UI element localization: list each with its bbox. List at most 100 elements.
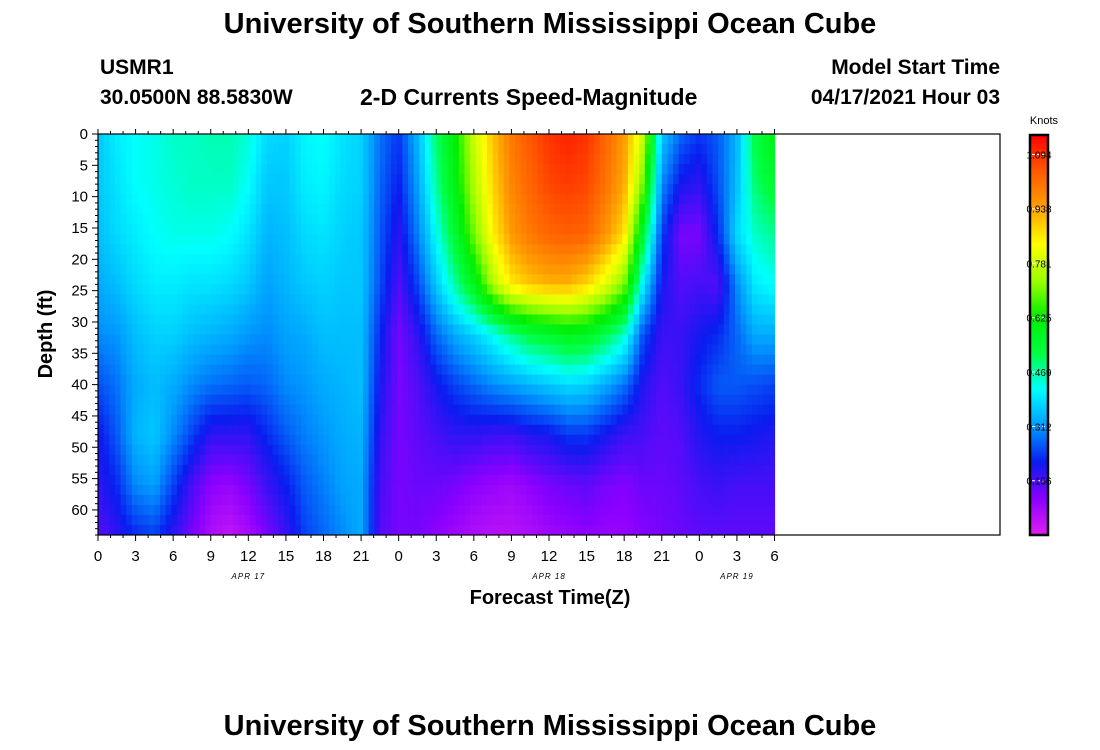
heatmap-cell	[374, 484, 381, 496]
heatmap-cell	[560, 284, 567, 296]
heatmap-cell	[295, 394, 302, 406]
heatmap-cell	[616, 164, 623, 175]
heatmap-cell	[120, 154, 127, 165]
heatmap-cell	[109, 374, 116, 386]
heatmap-cell	[509, 524, 516, 535]
heatmap-cell	[267, 374, 274, 386]
heatmap-cell	[396, 414, 404, 426]
heatmap-cell	[650, 474, 657, 486]
heatmap-cell	[227, 364, 234, 376]
heatmap-cell	[193, 344, 201, 356]
heatmap-cell	[424, 274, 432, 285]
heatmap-cell	[272, 484, 279, 496]
heatmap-cell	[746, 234, 753, 245]
heatmap-cell	[244, 144, 251, 155]
heatmap-cell	[729, 474, 736, 486]
heatmap-cell	[238, 274, 246, 285]
heatmap-cell	[565, 284, 573, 296]
heatmap-cell	[639, 174, 646, 185]
heatmap-cell	[210, 414, 217, 426]
heatmap-cell	[582, 194, 590, 205]
heatmap-cell	[334, 394, 342, 406]
heatmap-cell	[498, 254, 505, 265]
heatmap-cell	[391, 194, 398, 205]
heatmap-cell	[532, 184, 539, 195]
heatmap-cell	[712, 514, 719, 526]
heatmap-cell	[351, 234, 358, 245]
heatmap-cell	[385, 464, 392, 476]
heatmap-cell	[165, 184, 172, 195]
heatmap-cell	[684, 134, 691, 145]
heatmap-cell	[284, 454, 291, 466]
heatmap-cell	[498, 524, 505, 535]
heatmap-cell	[498, 304, 505, 316]
heatmap-cell	[543, 424, 550, 436]
heatmap-cell	[261, 344, 268, 356]
heatmap-cell	[143, 424, 150, 436]
heatmap-cell	[171, 524, 178, 535]
heatmap-cell	[238, 204, 246, 215]
heatmap-cell	[594, 194, 601, 205]
heatmap-cell	[611, 374, 618, 386]
heatmap-cell	[616, 434, 623, 446]
heatmap-cell	[289, 334, 296, 346]
heatmap-cell	[329, 204, 336, 215]
heatmap-cell	[537, 154, 544, 165]
heatmap-cell	[267, 384, 274, 396]
heatmap-cell	[323, 204, 330, 215]
heatmap-cell	[763, 204, 770, 215]
heatmap-cell	[661, 274, 668, 285]
heatmap-cell	[143, 234, 150, 245]
heatmap-cell	[199, 194, 206, 205]
heatmap-cell	[650, 264, 657, 275]
heatmap-cell	[441, 474, 449, 486]
heatmap-cell	[627, 314, 635, 326]
heatmap-cell	[272, 254, 279, 265]
heatmap-cell	[222, 334, 229, 346]
heatmap-cell	[374, 284, 381, 296]
heatmap-cell	[622, 164, 629, 175]
heatmap-cell	[588, 494, 595, 506]
heatmap-cell	[238, 444, 246, 456]
heatmap-cell	[391, 504, 398, 516]
heatmap-cell	[176, 304, 184, 316]
heatmap-cell	[430, 314, 437, 326]
heatmap-cell	[193, 414, 201, 426]
heatmap-cell	[532, 494, 539, 506]
heatmap-cell	[351, 364, 358, 376]
heatmap-cell	[233, 414, 240, 426]
heatmap-cell	[317, 434, 325, 446]
heatmap-cell	[126, 404, 133, 416]
heatmap-cell	[272, 474, 279, 486]
heatmap-cell	[673, 394, 680, 406]
heatmap-cell	[148, 174, 155, 185]
heatmap-cell	[616, 334, 623, 346]
heatmap-cell	[188, 144, 195, 155]
heatmap-cell	[396, 464, 404, 476]
heatmap-cell	[492, 314, 499, 326]
heatmap-cell	[103, 174, 110, 185]
heatmap-cell	[216, 354, 223, 366]
heatmap-cell	[98, 214, 105, 225]
heatmap-cell	[143, 414, 150, 426]
heatmap-cell	[571, 304, 578, 316]
heatmap-cell	[605, 474, 612, 486]
heatmap-cell	[362, 174, 370, 185]
heatmap-cell	[599, 524, 606, 535]
heatmap-cell	[684, 264, 691, 275]
heatmap-cell	[233, 134, 240, 145]
heatmap-cell	[599, 354, 606, 366]
heatmap-cell	[120, 274, 127, 285]
heatmap-cell	[458, 154, 466, 165]
heatmap-cell	[723, 154, 730, 165]
heatmap-cell	[695, 154, 702, 165]
heatmap-cell	[329, 294, 336, 306]
heatmap-cell	[391, 414, 398, 426]
heatmap-cell	[295, 144, 302, 155]
heatmap-cell	[306, 394, 313, 406]
x-tick-label: 3	[733, 548, 741, 565]
heatmap-cell	[464, 464, 471, 476]
heatmap-cell	[644, 524, 652, 535]
heatmap-cell	[481, 354, 488, 366]
heatmap-cell	[357, 214, 364, 225]
